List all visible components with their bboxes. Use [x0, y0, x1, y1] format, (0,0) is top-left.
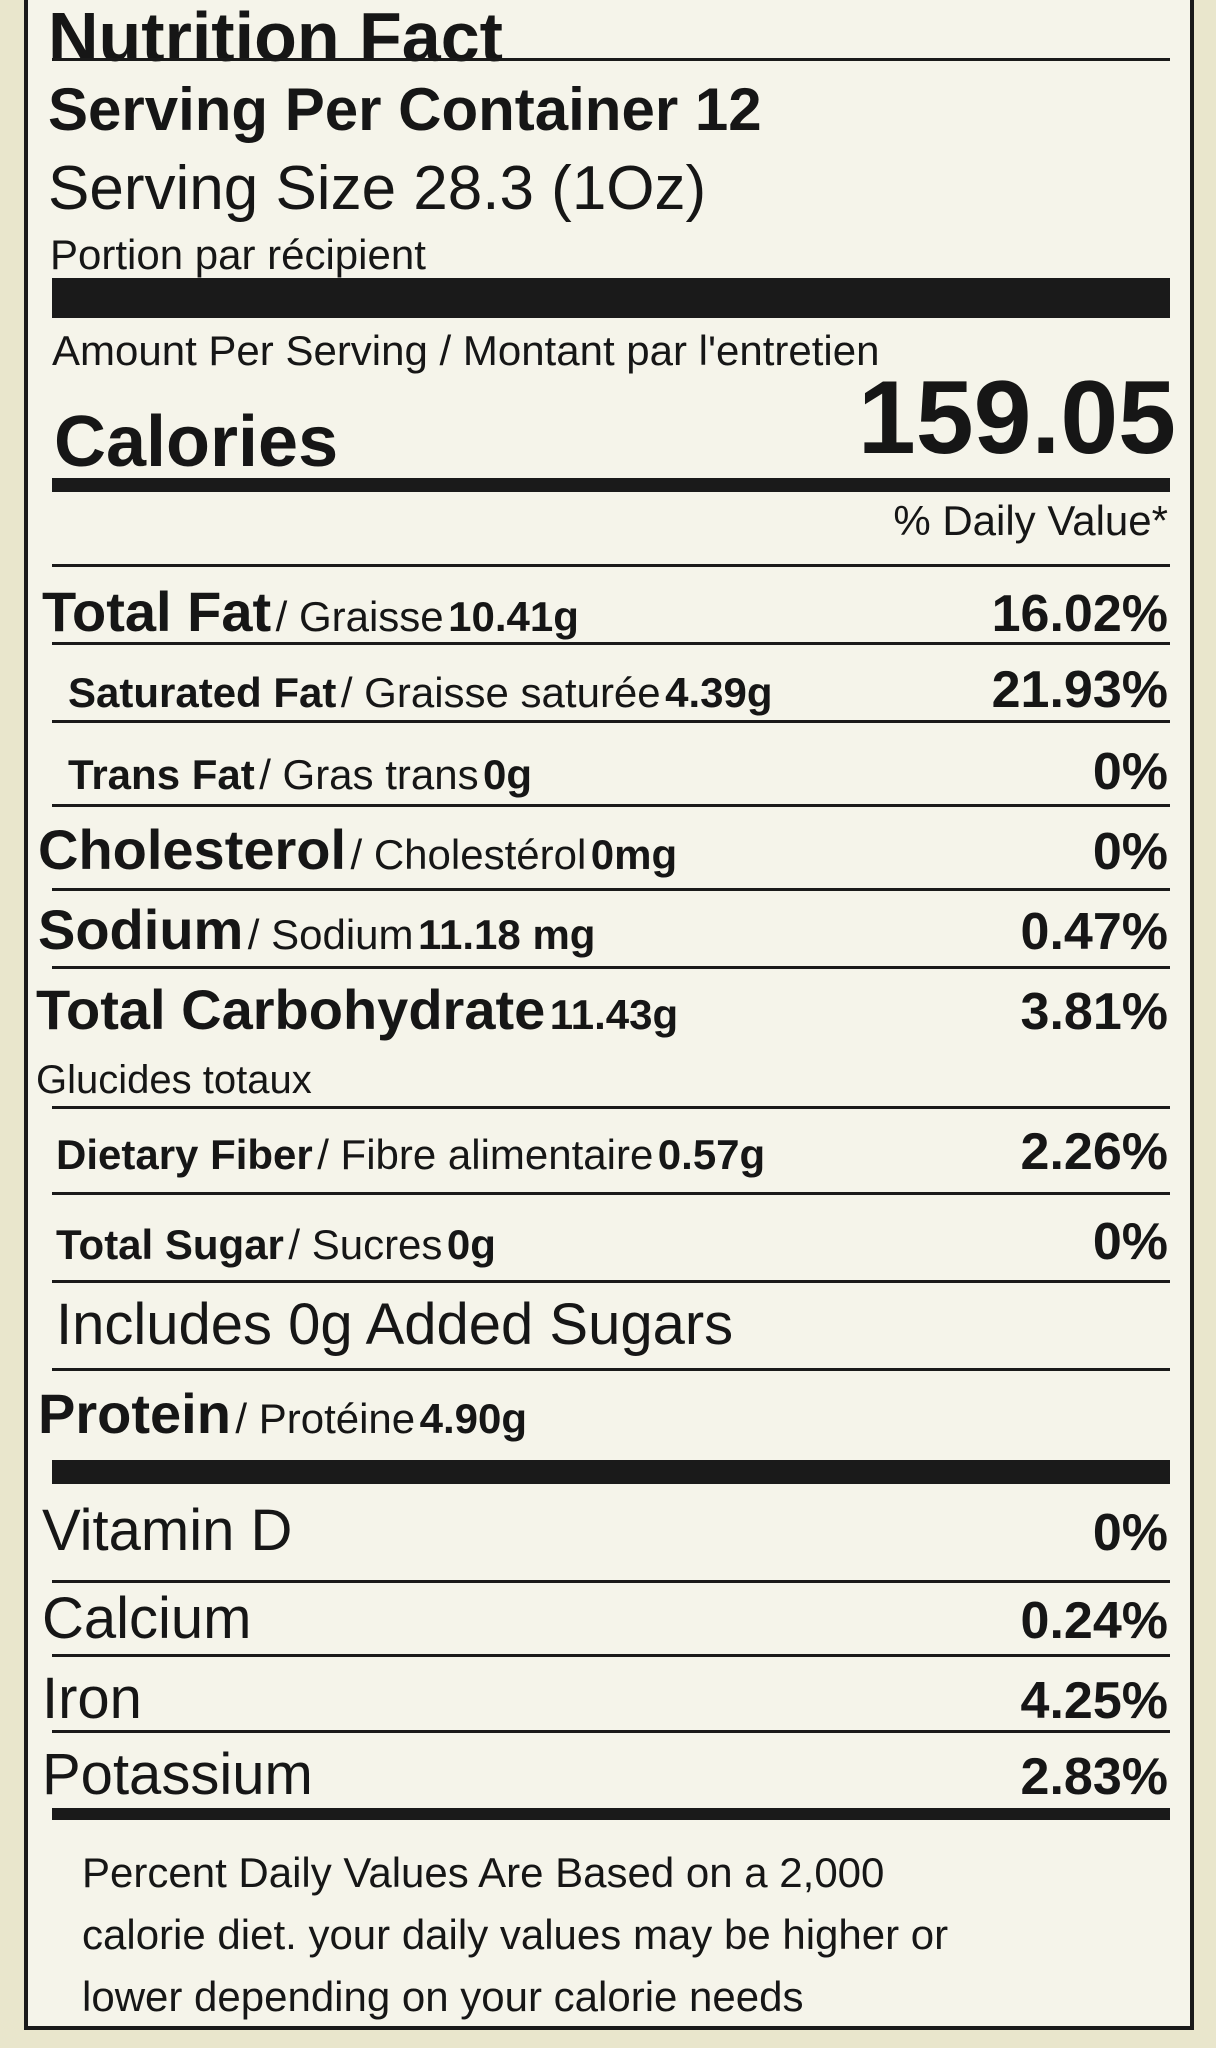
- nutrient-french: / Sodium: [247, 911, 414, 958]
- daily-value: 0%: [1092, 743, 1168, 801]
- nutrient-label: Total Sugar / Sucres 0g: [56, 1224, 496, 1266]
- rule: [52, 564, 1170, 567]
- nutrient-french: / Cholestérol: [350, 831, 587, 878]
- calories-label: Calories: [54, 402, 339, 482]
- nutrient-row: Total Sugar / Sucres 0g 0%: [28, 1216, 1190, 1268]
- nutrient-amount: 11.18 mg: [417, 911, 596, 958]
- nutrient-row: Total Fat / Graisse 10.41g 16.02%: [28, 584, 1190, 643]
- nutrient-amount: 4.90g: [419, 1395, 528, 1442]
- nutrient-name: Trans Fat: [68, 751, 255, 798]
- rule: [52, 1460, 1170, 1484]
- nutrient-amount: 0g: [446, 1221, 496, 1268]
- nutrient-label: Saturated Fat / Graisse saturée 4.39g: [68, 672, 773, 714]
- nutrient-name: Dietary Fiber: [56, 1131, 313, 1178]
- rule: [52, 1808, 1170, 1820]
- nutrient-name: Total Carbohydrate: [36, 978, 546, 1041]
- nutrient-amount: 0.57g: [657, 1131, 766, 1178]
- rule: [52, 478, 1170, 492]
- vitamin-name: Iron: [42, 1666, 142, 1731]
- portion: Portion par récipient: [50, 231, 426, 278]
- nutrient-name: Total Fat: [42, 580, 272, 643]
- rule: [52, 888, 1170, 891]
- nutrient-row: Cholesterol / Cholestérol 0mg 0%: [28, 822, 1190, 881]
- vitamin-dv: 2.83%: [1020, 1748, 1168, 1806]
- daily-value: 21.93%: [991, 661, 1168, 719]
- servings: Serving Per Container 12: [48, 76, 762, 143]
- nutrient-name: Protein: [38, 1382, 231, 1445]
- nutrient-name: Total Sugar: [56, 1221, 284, 1268]
- rule: [52, 1192, 1170, 1195]
- nutrient-row: Total Carbohydrate 11.43g 3.81%: [28, 982, 1190, 1041]
- nutrient-amount: 10.41g: [448, 593, 579, 640]
- vitamin-row: Calcium 0.24%: [28, 1590, 1190, 1648]
- nutrient-french: / Gras trans: [259, 751, 479, 798]
- daily-value: 0.47%: [1020, 903, 1168, 961]
- title: Nutrition Fact: [48, 0, 503, 76]
- nutrient-french: / Protéine: [235, 1395, 416, 1442]
- nutrient-row: Protein / Protéine 4.90g: [28, 1386, 1190, 1442]
- rule: [52, 966, 1170, 969]
- daily-value-heading: % Daily Value*: [893, 497, 1168, 544]
- vitamin-row: Iron 4.25%: [28, 1670, 1190, 1728]
- nutrient-subline: Glucides totaux: [36, 1058, 312, 1102]
- footnote-line: Percent Daily Values Are Based on a 2,00…: [82, 1849, 885, 1896]
- daily-value: 2.26%: [1020, 1123, 1168, 1181]
- nutrient-text: Includes 0g Added Sugars: [56, 1292, 734, 1357]
- rule: [52, 1280, 1170, 1283]
- vitamin-dv: 0%: [1092, 1504, 1168, 1562]
- nutrient-label: Total Fat / Graisse 10.41g: [42, 584, 579, 640]
- vitamin-dv: 4.25%: [1020, 1672, 1168, 1730]
- nutrient-name: Sodium: [38, 898, 244, 961]
- nutrient-row: Saturated Fat / Graisse saturée 4.39g 21.…: [28, 664, 1190, 716]
- daily-value: 0%: [1092, 1213, 1168, 1271]
- vitamin-row: Potassium 2.83%: [28, 1746, 1190, 1804]
- nutrient-amount: 11.43g: [549, 991, 679, 1038]
- vitamin-name: Potassium: [42, 1742, 313, 1807]
- rule: [52, 1654, 1170, 1657]
- nutrient-french: / Graisse: [275, 593, 444, 640]
- nutrient-label: Protein / Protéine 4.90g: [38, 1386, 527, 1442]
- nutrient-label: Cholesterol / Cholestérol 0mg: [38, 822, 677, 878]
- rule: [52, 720, 1170, 723]
- nutrition-label: Nutrition Fact Serving Per Container 12 …: [24, 0, 1194, 2030]
- nutrient-amount: 0mg: [590, 831, 678, 878]
- vitamin-row: Vitamin D 0%: [28, 1502, 1190, 1560]
- daily-value: 16.02%: [991, 585, 1168, 643]
- nutrient-french: / Graisse saturée: [340, 669, 661, 716]
- footnote-line: lower depending on your calorie needs: [82, 1973, 804, 2020]
- rule: [52, 804, 1170, 807]
- nutrient-french: / Sucres: [288, 1221, 443, 1268]
- nutrient-row: Trans Fat / Gras trans 0g 0%: [28, 746, 1190, 798]
- nutrient-row: Includes 0g Added Sugars: [28, 1296, 1190, 1354]
- nutrient-label: Includes 0g Added Sugars: [56, 1296, 733, 1354]
- amount-per-serving: Amount Per Serving / Montant par l'entre…: [52, 327, 880, 374]
- rule: [52, 1106, 1170, 1109]
- rule: [52, 1580, 1170, 1583]
- nutrient-label: Sodium / Sodium 11.18 mg: [38, 902, 595, 958]
- nutrient-label: Total Carbohydrate 11.43g: [36, 982, 678, 1038]
- vitamin-name: Vitamin D: [42, 1498, 293, 1563]
- calories-value: 159.05: [857, 360, 1176, 476]
- nutrient-french: / Fibre alimentaire: [317, 1131, 654, 1178]
- rule: [52, 1368, 1170, 1371]
- nutrient-row: Dietary Fiber / Fibre alimentaire 0.57g 2…: [28, 1126, 1190, 1178]
- nutrient-row: Sodium / Sodium 11.18 mg 0.47%: [28, 902, 1190, 961]
- nutrient-label: Trans Fat / Gras trans 0g: [68, 754, 532, 796]
- nutrient-name: Cholesterol: [38, 818, 347, 881]
- nutrient-name: Saturated Fat: [68, 669, 337, 716]
- nutrient-label: Dietary Fiber / Fibre alimentaire 0.57g: [56, 1134, 765, 1176]
- rule: [52, 1730, 1170, 1733]
- nutrient-amount: 0g: [483, 751, 533, 798]
- rule: [52, 58, 1170, 61]
- footnote-line: calorie diet. your daily values may be h…: [82, 1911, 949, 1958]
- daily-value: 0%: [1092, 823, 1168, 881]
- thick-rule: [52, 278, 1170, 318]
- daily-value: 3.81%: [1020, 983, 1168, 1041]
- vitamin-dv: 0.24%: [1020, 1592, 1168, 1650]
- rule: [52, 642, 1170, 645]
- vitamin-name: Calcium: [42, 1586, 252, 1651]
- nutrient-amount: 4.39g: [665, 669, 773, 716]
- serving-size: Serving Size 28.3 (1Oz): [48, 154, 707, 223]
